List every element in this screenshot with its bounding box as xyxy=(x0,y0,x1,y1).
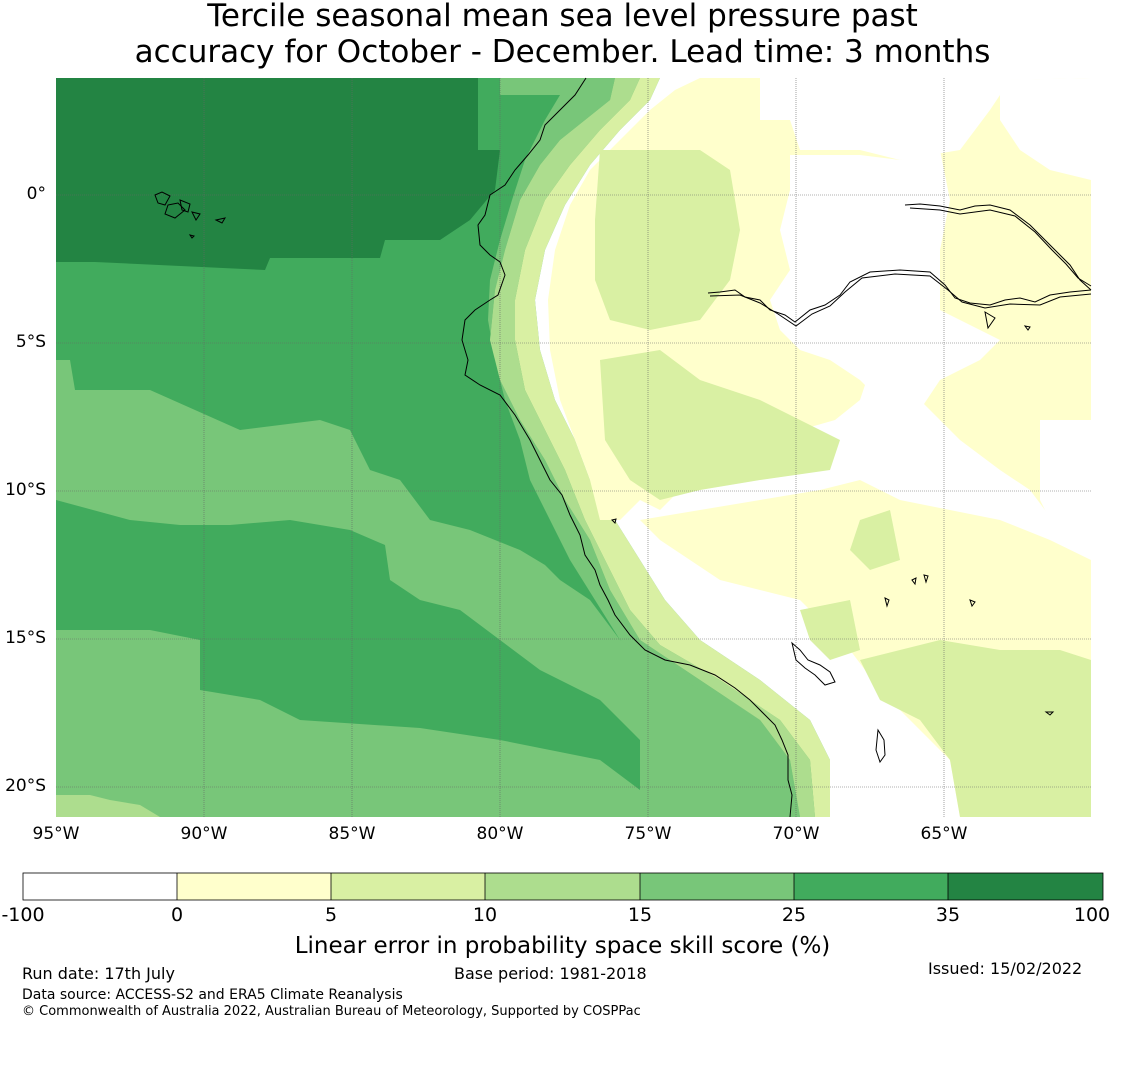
colorbar-segment-15-25 xyxy=(640,873,794,900)
skill-region-5-10-coast xyxy=(515,78,830,817)
lon-label-65w: 65°W xyxy=(920,824,968,844)
coastline xyxy=(154,77,1092,818)
colorbar-tick-label: -100 xyxy=(1,904,45,926)
graticule xyxy=(56,78,1091,817)
colorbar-segment-25-35 xyxy=(794,873,948,900)
skill-region-5-10-inland-3 xyxy=(850,510,900,570)
lat-label-0: 0° xyxy=(26,184,46,204)
skill-region-15-25-coast xyxy=(488,78,800,817)
colorbar-tick-label: 10 xyxy=(472,904,498,926)
colorbar-tick-label: 100 xyxy=(1073,904,1111,926)
skill-region-5-10-inland-4 xyxy=(860,640,1091,817)
skill-region-5-10-inland-1 xyxy=(595,150,740,330)
colorbar-tick-label: 15 xyxy=(627,904,653,926)
lon-label-85w: 85°W xyxy=(328,824,376,844)
chart-title-line-2: accuracy for October - December. Lead ti… xyxy=(134,34,991,70)
lat-label-10s: 10°S xyxy=(5,480,46,500)
lat-label-5s: 5°S xyxy=(15,332,46,352)
lon-label-90w: 90°W xyxy=(180,824,228,844)
colorbar-segment-neg xyxy=(23,873,177,900)
colorbar-tick-label: 35 xyxy=(935,904,961,926)
issued-date: Issued: 15/02/2022 xyxy=(928,959,1083,978)
colorbar-label: Linear error in probability space skill … xyxy=(294,933,831,959)
colorbar-tick-label: 5 xyxy=(324,904,338,926)
colorbar-segment-0-5 xyxy=(177,873,331,900)
skill-region-10-15-coast xyxy=(490,78,815,817)
lat-label-15s: 15°S xyxy=(5,628,46,648)
skill-region-negative-inland-1 xyxy=(770,150,1000,410)
skill-region-10-15-corner xyxy=(56,795,160,817)
lon-label-80w: 80°W xyxy=(476,824,524,844)
colorbar xyxy=(22,872,1104,901)
copyright: © Commonwealth of Australia 2022, Austra… xyxy=(22,1004,641,1019)
lon-label-95w: 95°W xyxy=(32,824,80,844)
base-period: Base period: 1981-2018 xyxy=(454,964,647,983)
colorbar-segment-5-10 xyxy=(331,873,485,900)
colorbar-segment-35-100 xyxy=(948,873,1103,900)
colorbar-tick-label: 25 xyxy=(781,904,807,926)
skill-region-5-10-inland-5 xyxy=(800,600,860,660)
colorbar-segment-10-15 xyxy=(485,873,640,900)
lon-label-70w: 70°W xyxy=(772,824,820,844)
skill-region-5-10-inland-2 xyxy=(600,350,840,500)
skill-region-negative-inland-2 xyxy=(1000,78,1091,180)
chart-title-line-1: Tercile seasonal mean sea level pressure… xyxy=(207,0,918,34)
lat-label-20s: 20°S xyxy=(5,776,46,796)
run-date: Run date: 17th July xyxy=(22,964,175,983)
skill-region-15-25-west xyxy=(56,360,770,817)
skill-region-35-100 xyxy=(56,78,500,270)
data-source: Data source: ACCESS-S2 and ERA5 Climate … xyxy=(22,987,403,1003)
lon-label-75w: 75°W xyxy=(624,824,672,844)
colorbar-tick-label: 0 xyxy=(170,904,184,926)
skill-region-negative-inland-3 xyxy=(1040,420,1091,540)
